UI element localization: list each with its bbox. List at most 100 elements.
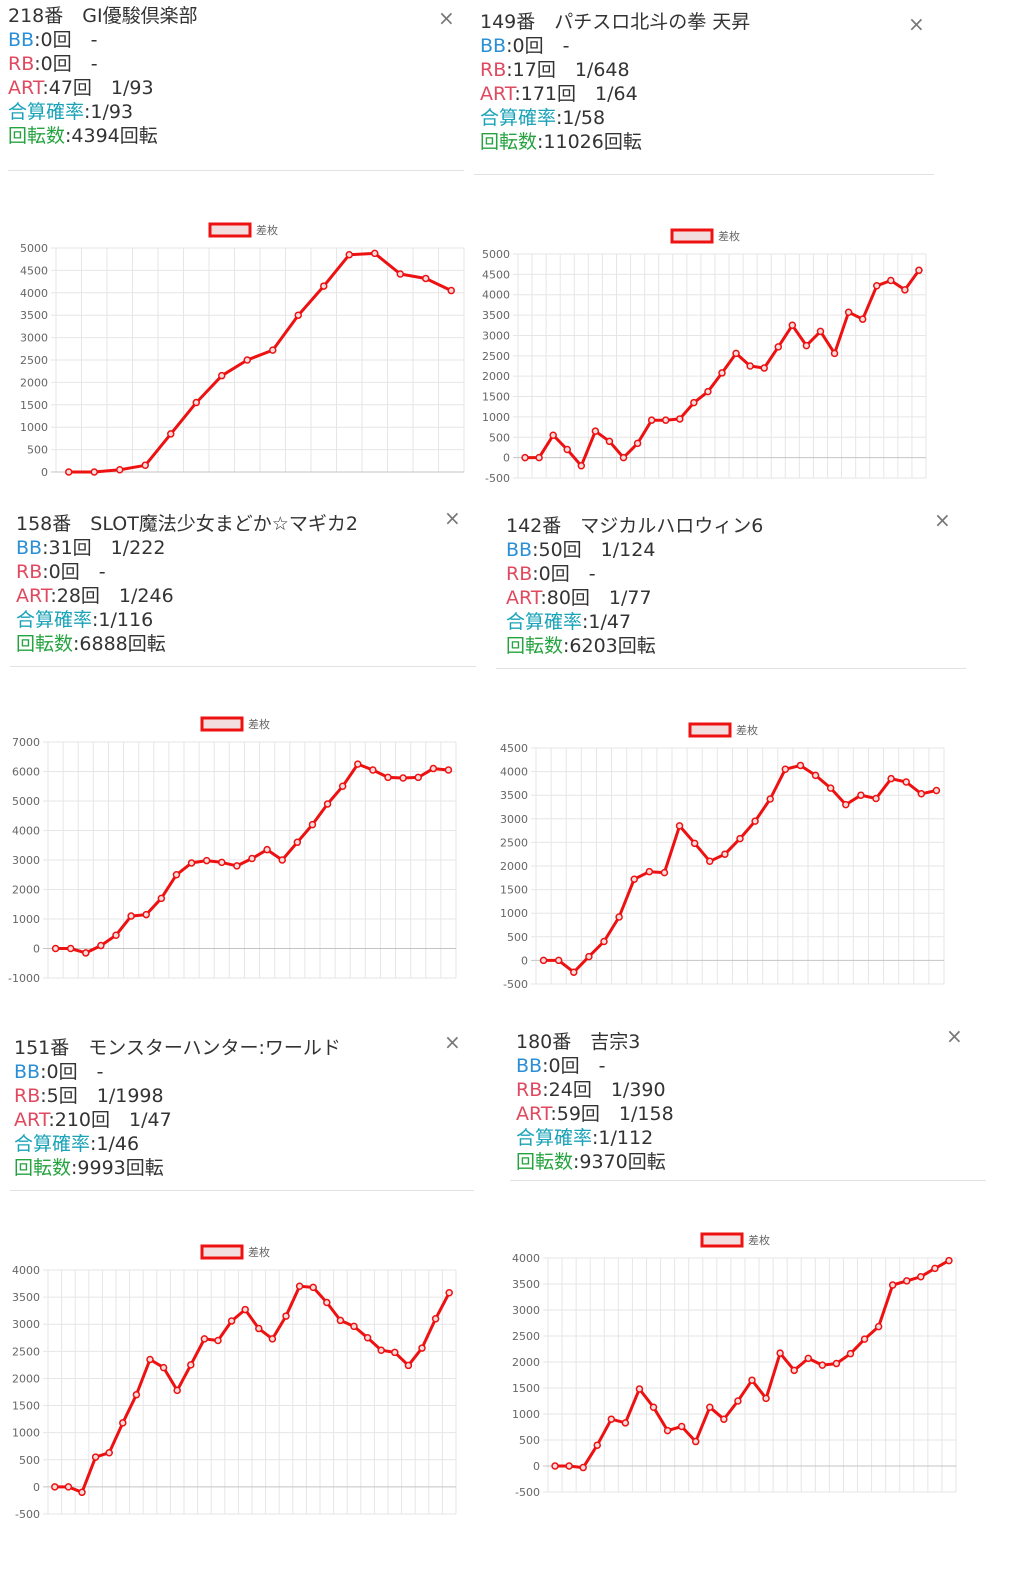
y-tick-label: 500	[27, 444, 48, 457]
data-point	[142, 910, 150, 919]
legend-swatch	[700, 1232, 744, 1248]
rb-label: RB	[14, 1085, 41, 1107]
y-tick-label: 500	[507, 931, 528, 944]
chart-legend: 差枚	[670, 228, 740, 244]
data-point	[842, 800, 850, 809]
machine-card: 149番 パチスロ北斗の拳 天昇 BB:0回 - RB:17回 1/648 AR…	[474, 10, 940, 496]
data-point	[802, 341, 811, 350]
data-point	[91, 1453, 100, 1461]
data-point	[872, 794, 880, 803]
y-tick-label: 4000	[20, 287, 48, 300]
data-point	[706, 857, 714, 866]
combined-probability-value: :1/46	[90, 1133, 140, 1155]
bb-label: BB	[506, 539, 533, 561]
art-label: ART	[8, 77, 43, 99]
chart-legend: 差枚	[200, 716, 270, 732]
divider	[474, 174, 934, 175]
data-point	[600, 937, 608, 946]
data-point	[621, 1419, 630, 1427]
data-point	[917, 1272, 925, 1281]
combined-probability-label: 合算確率	[516, 1127, 593, 1149]
data-point	[781, 765, 790, 773]
data-point	[788, 321, 797, 330]
y-tick-label: 7000	[12, 736, 40, 749]
machine-info: 151番 モンスターハンター:ワールド BB:0回 - RB:5回 1/1998…	[14, 1036, 341, 1180]
chart-legend: 差枚	[688, 722, 758, 738]
data-point	[159, 1363, 168, 1372]
data-point	[308, 820, 317, 829]
data-point	[549, 431, 557, 439]
data-point	[414, 773, 422, 782]
data-point	[790, 1366, 798, 1375]
chart-legend: 差枚	[700, 1232, 770, 1248]
chart: 差枚 -1000 0 1000 2000 3000 4000 5000 6000 7000	[8, 716, 457, 985]
data-point	[760, 364, 768, 372]
y-tick-label: 0	[521, 954, 528, 967]
bb-value: :31回 1/222	[42, 537, 166, 559]
close-icon[interactable]: ×	[444, 506, 461, 530]
series-line	[525, 269, 921, 468]
data-point	[704, 387, 712, 396]
y-tick-label: 2500	[12, 1345, 40, 1358]
machine-title: 151番 モンスターハンター:ワールド	[14, 1037, 341, 1059]
y-tick-label: 1500	[12, 1400, 40, 1413]
spin-count-label: 回転数	[506, 635, 564, 657]
combined-probability-label: 合算確率	[506, 611, 583, 633]
data-point	[903, 1277, 911, 1285]
y-tick-label: 4500	[500, 742, 528, 755]
legend-swatch	[208, 222, 252, 238]
legend-label: 差枚	[256, 223, 278, 237]
art-label: ART	[506, 587, 541, 609]
combined-probability-label: 合算確率	[14, 1133, 91, 1155]
close-icon[interactable]: ×	[444, 1030, 461, 1054]
machine-title: 149番 パチスロ北斗の拳 天昇	[480, 11, 751, 33]
data-point	[255, 1324, 263, 1333]
machine-card: 218番 GI優駿倶楽部 BB:0回 - RB:0回 - ART:47回 1/9…	[8, 4, 465, 490]
data-point	[816, 327, 825, 336]
data-point	[873, 282, 881, 290]
data-point	[214, 1336, 222, 1345]
data-point	[615, 913, 623, 921]
data-point	[345, 250, 353, 259]
legend-swatch	[670, 228, 714, 244]
chart-legend: 差枚	[200, 1244, 270, 1260]
y-tick-label: 2000	[512, 1356, 540, 1369]
chart: 差枚 -500 0 500 1000 1500 2000 2500 3000 3500 4000	[12, 1244, 457, 1521]
divider	[510, 1180, 986, 1181]
data-point	[377, 1346, 385, 1354]
data-point	[605, 437, 614, 446]
data-point	[65, 468, 73, 476]
data-point	[350, 1322, 358, 1331]
y-tick-label: 1000	[12, 1427, 40, 1440]
series-line	[68, 251, 452, 474]
bb-label: BB	[8, 29, 35, 51]
y-tick-label: -500	[485, 472, 510, 485]
close-icon[interactable]: ×	[438, 6, 455, 30]
bb-value: :0回 -	[34, 29, 98, 51]
close-icon[interactable]: ×	[934, 508, 951, 532]
bb-label: BB	[516, 1055, 543, 1077]
data-point	[945, 1256, 953, 1265]
combined-probability-value: :1/112	[592, 1127, 654, 1149]
y-tick-label: 3000	[500, 813, 528, 826]
art-value: :28回 1/246	[50, 585, 174, 607]
data-point	[157, 894, 166, 903]
data-point	[127, 912, 135, 920]
data-point	[82, 949, 90, 957]
y-tick-label: 3000	[512, 1304, 540, 1317]
y-tick-label: 3500	[512, 1278, 540, 1291]
close-icon[interactable]: ×	[946, 1024, 963, 1048]
data-point	[732, 349, 740, 358]
chart: 差枚 -500 0 500 1000 1500 2000 2500 3000 3500 4000 45…	[500, 722, 945, 991]
data-point	[241, 1305, 249, 1314]
machine-title: 142番 マジカルハロウィン6	[506, 515, 764, 537]
art-label: ART	[516, 1103, 551, 1125]
y-tick-label: 2500	[500, 836, 528, 849]
data-point	[661, 416, 670, 424]
data-point	[404, 1361, 413, 1370]
rb-value: :0回 -	[532, 563, 596, 585]
close-icon[interactable]: ×	[908, 12, 925, 36]
combined-probability-value: :1/93	[84, 101, 134, 123]
data-point	[173, 1386, 181, 1395]
data-point	[218, 858, 226, 867]
